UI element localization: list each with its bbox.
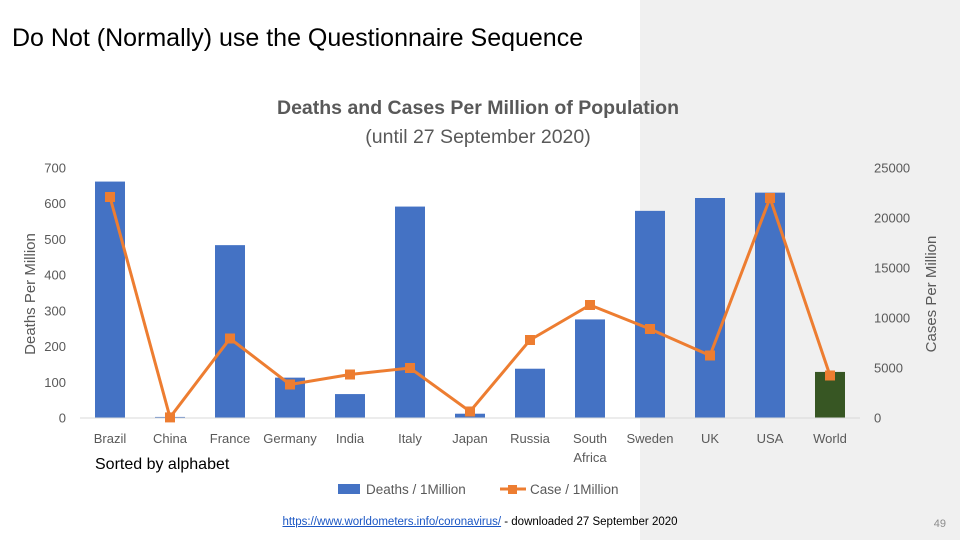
case-point [705, 350, 715, 361]
y-left-tick-label: 300 [44, 303, 66, 318]
y-right-tick-label: 15000 [874, 261, 910, 276]
x-category-label: UK [701, 431, 719, 446]
x-category-label: Russia [510, 431, 551, 446]
legend: Deaths / 1Million Case / 1Million [338, 482, 619, 497]
case-point [285, 379, 295, 390]
x-category-label: Brazil [94, 431, 127, 446]
deaths-bar [695, 198, 725, 418]
y-right-tick-label: 0 [874, 411, 881, 426]
x-category-label: Italy [398, 431, 422, 446]
case-point [465, 406, 475, 417]
source-suffix: - downloaded 27 September 2020 [501, 516, 678, 528]
case-point [405, 363, 415, 373]
x-category-label: China [153, 431, 188, 446]
chart-subtitle: (until 27 September 2020) [365, 126, 590, 148]
y-left-tick-label: 600 [44, 196, 66, 211]
y-right-tick-label: 5000 [874, 361, 903, 376]
side-panel [640, 0, 960, 540]
case-point [525, 335, 535, 345]
case-point [345, 369, 355, 380]
y-right-tick-label: 25000 [874, 161, 910, 176]
case-point [585, 300, 595, 310]
y-left-tick-label: 0 [59, 411, 66, 426]
chart-title: Deaths and Cases Per Million of Populati… [277, 97, 679, 119]
case-point [765, 193, 775, 203]
source-link[interactable]: https://www.worldometers.info/coronaviru… [282, 516, 502, 528]
x-category-label: Sweden [627, 431, 674, 446]
deaths-bar [95, 181, 125, 418]
y-left-tick-label: 400 [44, 268, 66, 283]
legend-swatch-cases-marker [508, 485, 517, 494]
slide-title: Do Not (Normally) use the Questionnaire … [12, 24, 584, 52]
case-point [165, 412, 175, 423]
x-category-label: Germany [263, 431, 317, 446]
case-point [825, 370, 835, 381]
sort-note: Sorted by alphabet [95, 456, 230, 473]
y-axis-left-label: Deaths Per Million [22, 233, 39, 355]
y-axis-right-label: Cases Per Million [923, 236, 940, 353]
legend-label-cases: Case / 1Million [530, 482, 619, 497]
y-left-tick-label: 100 [44, 375, 66, 390]
legend-label-deaths: Deaths / 1Million [366, 482, 466, 497]
y-right-tick-label: 20000 [874, 211, 910, 226]
x-category-label: India [336, 431, 365, 446]
x-category-label: Japan [452, 431, 487, 446]
x-category-label: South Africa [573, 431, 607, 465]
deaths-bar [395, 206, 425, 418]
case-point [225, 333, 235, 344]
legend-swatch-deaths [338, 484, 360, 494]
deaths-bar [335, 394, 365, 418]
deaths-bar [575, 319, 605, 418]
x-category-label: France [210, 431, 250, 446]
case-point [645, 324, 655, 334]
deaths-bar [215, 245, 245, 418]
deaths-bar [635, 210, 665, 418]
y-right-tick-label: 10000 [874, 311, 910, 326]
y-left-tick-label: 700 [44, 161, 66, 176]
deaths-bar [515, 368, 545, 418]
case-point [105, 192, 115, 202]
x-category-label: USA [757, 431, 784, 446]
x-category-label: World [813, 431, 847, 446]
page-number: 49 [933, 518, 946, 530]
y-left-tick-label: 500 [44, 232, 66, 247]
source-citation: https://www.worldometers.info/coronaviru… [0, 516, 960, 528]
y-left-tick-label: 200 [44, 339, 66, 354]
